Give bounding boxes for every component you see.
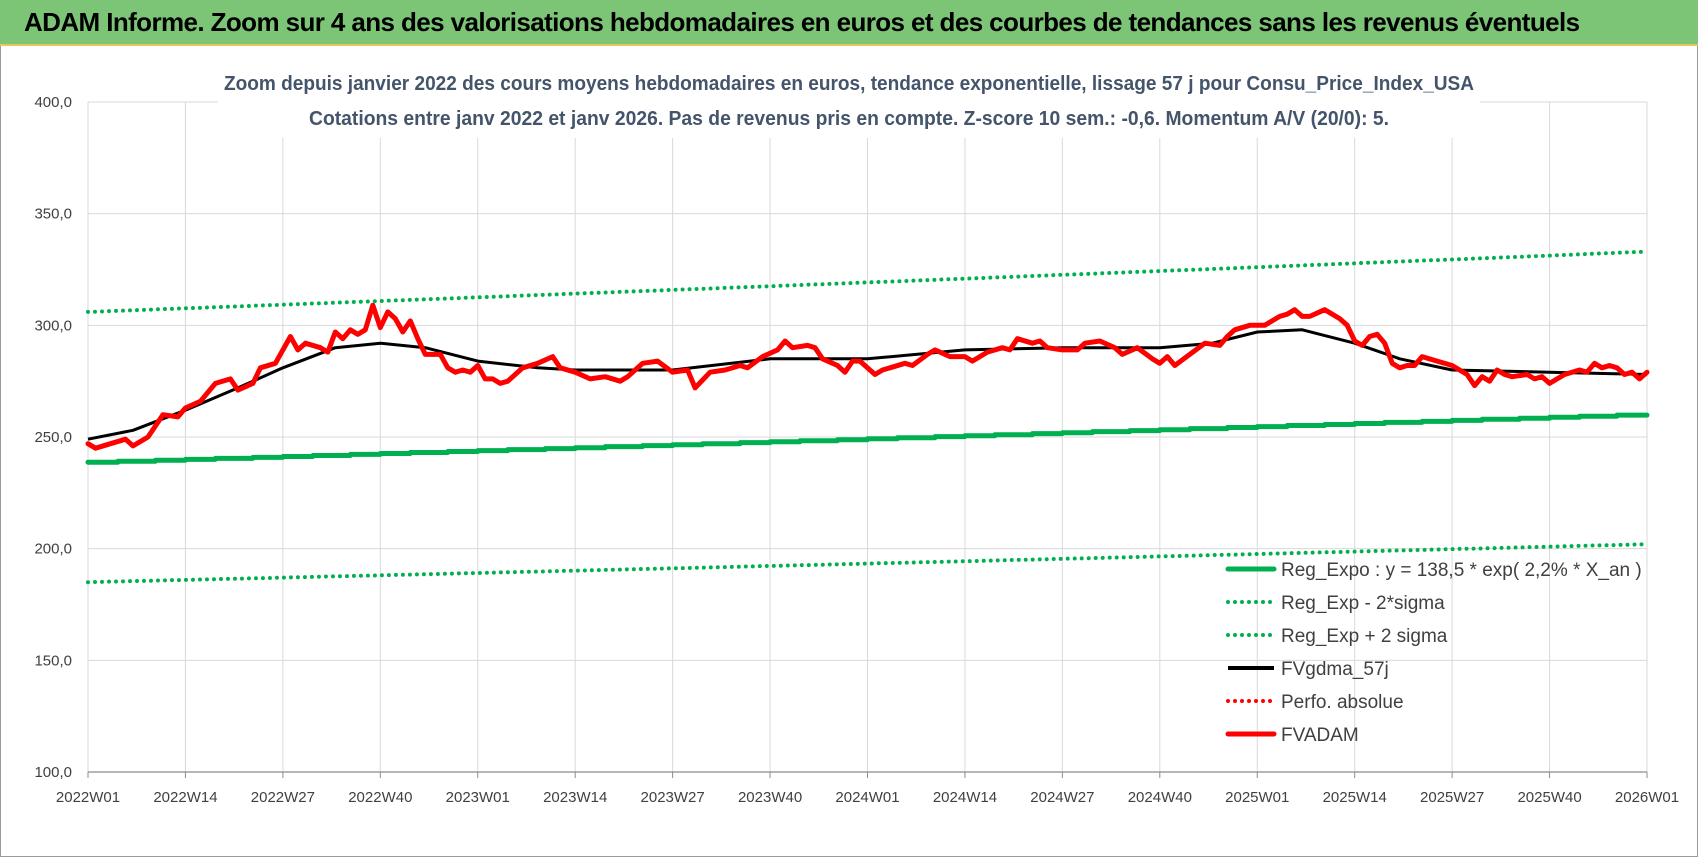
y-tick-label: 200,0	[34, 541, 72, 558]
legend-label: FVgdma_57j	[1281, 659, 1389, 680]
x-tick-label: 2023W14	[543, 789, 607, 806]
x-tick-label: 2024W40	[1128, 789, 1192, 806]
axis-layer: 100,0 150,0 200,0 250,0 300,0 350,0 400,0 2022W…	[34, 94, 1679, 806]
x-tick-label: 2022W14	[153, 789, 217, 806]
legend-label: Perfo. absolue	[1281, 692, 1404, 713]
series-line-fvadam	[85, 302, 1650, 451]
legend-label: Reg_Exp - 2*sigma	[1281, 593, 1445, 614]
y-tick-label: 150,0	[34, 652, 72, 669]
x-tick-label: 2024W01	[835, 789, 899, 806]
x-tick-label: 2023W40	[738, 789, 802, 806]
page-title: ADAM Informe. Zoom sur 4 ans des valoris…	[24, 7, 1580, 37]
y-tick-label: 250,0	[34, 429, 72, 446]
legend: Reg_Expo : y = 138,5 * exp( 2,2% * X_an …	[1225, 560, 1642, 746]
series-layer	[85, 249, 1650, 585]
x-tick-label: 2023W01	[446, 789, 510, 806]
subtitle-background	[218, 62, 1480, 138]
chart-title-line1: Zoom depuis janvier 2022 des cours moyen…	[224, 73, 1474, 95]
x-tick-label: 2024W14	[933, 789, 997, 806]
y-tick-label: 300,0	[34, 317, 72, 334]
x-tick-label: 2022W27	[251, 789, 315, 806]
x-tick-label: 2025W01	[1225, 789, 1289, 806]
x-tick-label: 2025W27	[1420, 789, 1484, 806]
x-tick-label: 2024W27	[1030, 789, 1094, 806]
header-banner: ADAM Informe. Zoom sur 4 ans des valoris…	[0, 0, 1698, 46]
x-tick-label: 2022W01	[56, 789, 120, 806]
y-tick-label: 400,0	[34, 94, 72, 111]
legend-label: Reg_Expo : y = 138,5 * exp( 2,2% * X_an …	[1281, 560, 1642, 581]
y-tick-label: 350,0	[34, 206, 72, 223]
legend-label: Reg_Exp + 2 sigma	[1281, 626, 1448, 647]
legend-label: FVADAM	[1281, 725, 1359, 746]
x-tick-label: 2025W40	[1517, 789, 1581, 806]
chart-title-line2: Cotations entre janv 2022 et janv 2026. …	[309, 108, 1389, 130]
x-tick-label: 2022W40	[348, 789, 412, 806]
x-tick-label: 2023W27	[641, 789, 705, 806]
series-line-reg_exp	[86, 542, 1649, 585]
y-tick-label: 100,0	[34, 764, 72, 781]
series-line-reg_expo	[85, 412, 1650, 465]
x-tick-label: 2026W01	[1615, 789, 1679, 806]
series-line-reg_exp	[86, 249, 1649, 314]
x-tick-label: 2025W14	[1323, 789, 1387, 806]
